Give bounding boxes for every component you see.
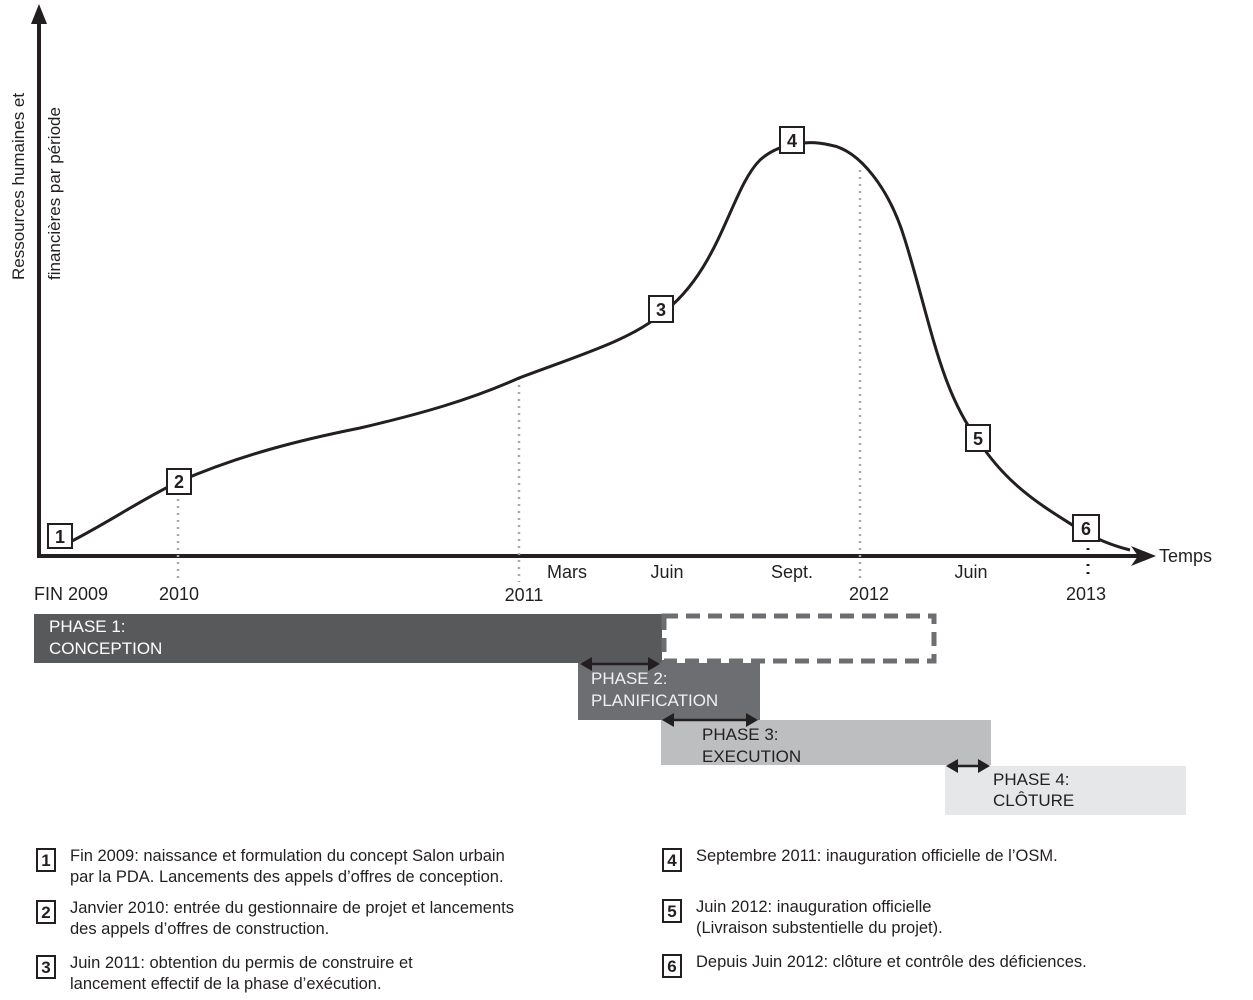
svg-text:PHASE 2:: PHASE 2: — [591, 669, 668, 688]
tick-sept: Sept. — [771, 562, 813, 582]
legend-number-box: 1 — [36, 848, 56, 872]
tick-2011: 2011 — [505, 585, 544, 605]
marker-2: 2 — [166, 468, 192, 495]
legend-number-box: 2 — [36, 900, 56, 924]
resource-curve — [59, 141, 1131, 552]
legend-number-box: 5 — [662, 899, 682, 923]
svg-text:4: 4 — [787, 131, 797, 151]
y-axis-label-line2: financières par période — [45, 107, 64, 280]
marker-3: 3 — [648, 295, 674, 323]
svg-text:6: 6 — [1081, 519, 1091, 539]
svg-text:PLANIFICATION: PLANIFICATION — [591, 691, 718, 710]
marker-6: 6 — [1072, 514, 1100, 542]
svg-text:PHASE 3:: PHASE 3: — [702, 725, 779, 744]
legend-number-box: 4 — [662, 848, 682, 872]
tick-2013: 2013 — [1066, 584, 1106, 604]
tick-2010: 2010 — [159, 584, 199, 604]
phase-1-bar: PHASE 1: CONCEPTION — [34, 614, 662, 663]
svg-text:CONCEPTION: CONCEPTION — [49, 639, 162, 658]
svg-text:PHASE 4:: PHASE 4: — [993, 770, 1070, 789]
tick-2012: 2012 — [849, 584, 889, 604]
svg-text:EXECUTION: EXECUTION — [702, 747, 801, 766]
svg-text:1: 1 — [55, 527, 65, 547]
y-axis-arrow — [31, 4, 47, 24]
svg-text:5: 5 — [973, 429, 983, 449]
svg-text:CLÔTURE: CLÔTURE — [993, 791, 1074, 810]
y-axis-label-line1: Ressources humaines et — [9, 93, 28, 280]
svg-text:PHASE 1:: PHASE 1: — [49, 617, 126, 636]
phase-4-bar: PHASE 4: CLÔTURE — [945, 766, 1186, 815]
marker-4: 4 — [779, 126, 805, 154]
phase-1-extension-dashed — [661, 613, 937, 664]
overlap-arrow-phase-1-2 — [580, 657, 660, 671]
svg-text:3: 3 — [656, 300, 666, 320]
tick-juin-2011: Juin — [650, 562, 683, 582]
resource-curve-diagram: Ressources humaines et financières par p… — [9, 4, 1212, 815]
phase-2-bar: PHASE 2: PLANIFICATION — [578, 663, 760, 720]
tick-juin-2012: Juin — [954, 562, 987, 582]
svg-text:2: 2 — [174, 472, 184, 492]
marker-1: 1 — [47, 523, 73, 549]
x-axis-arrow — [1131, 546, 1156, 566]
x-axis-label: Temps — [1159, 546, 1212, 566]
legend-number-box: 3 — [36, 955, 56, 979]
tick-mars: Mars — [547, 562, 587, 582]
legend-number-box: 6 — [662, 954, 682, 978]
marker-5: 5 — [965, 424, 991, 452]
phase-3-bar: PHASE 3: EXECUTION — [661, 720, 991, 766]
overlap-arrow-phase-2-3 — [662, 713, 758, 727]
tick-fin-2009: FIN 2009 — [34, 584, 108, 604]
overlap-arrow-phase-3-4 — [946, 759, 990, 773]
